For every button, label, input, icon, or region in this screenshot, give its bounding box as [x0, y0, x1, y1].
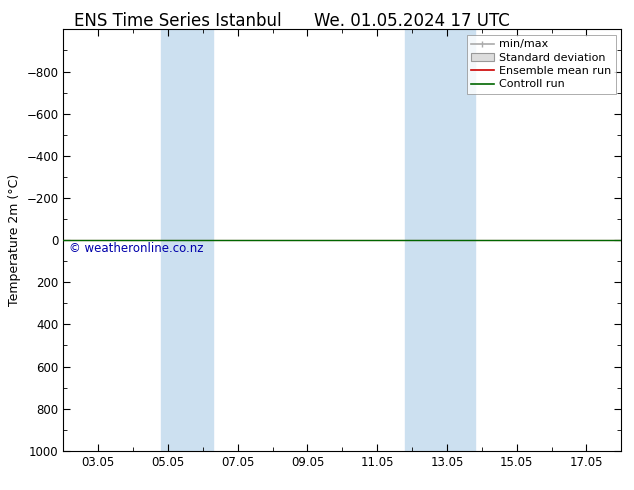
- Y-axis label: Temperature 2m (°C): Temperature 2m (°C): [8, 174, 21, 306]
- Bar: [405, 29, 475, 451]
- Legend: min/max, Standard deviation, Ensemble mean run, Controll run: min/max, Standard deviation, Ensemble me…: [467, 35, 616, 94]
- Bar: [161, 29, 213, 451]
- Text: ENS Time Series Istanbul: ENS Time Series Istanbul: [74, 12, 281, 30]
- Text: © weatheronline.co.nz: © weatheronline.co.nz: [69, 242, 204, 255]
- Text: We. 01.05.2024 17 UTC: We. 01.05.2024 17 UTC: [314, 12, 510, 30]
